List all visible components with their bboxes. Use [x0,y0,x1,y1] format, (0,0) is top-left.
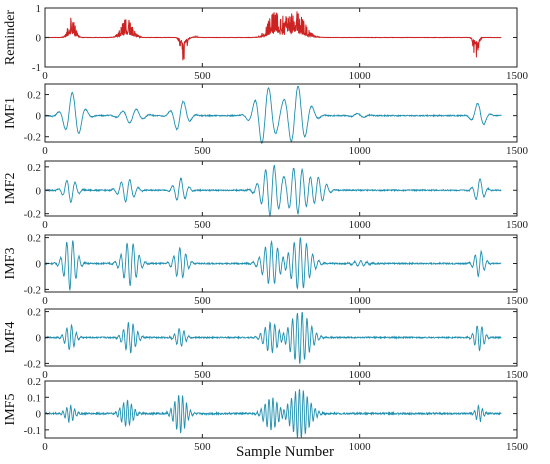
y-tick-label: 0 [36,185,42,197]
y-axis-label: Reminder [3,10,18,66]
y-tick-label: 0.2 [27,162,41,174]
x-tick-label: 500 [194,219,211,231]
y-tick-label: 0 [36,409,42,421]
x-tick-label: 1500 [506,70,529,82]
y-tick-label: -0.2 [24,284,41,296]
x-tick-label: 500 [194,295,211,307]
x-tick-label: 0 [42,70,48,82]
x-tick-label: 1000 [349,145,372,157]
y-tick-label: 0.2 [27,376,41,388]
y-tick-label: -0.2 [24,132,41,144]
plot-frame [44,160,518,217]
y-tick-label: 0 [36,333,42,345]
x-tick-label: 1000 [349,369,372,381]
x-tick-label: 500 [194,145,211,157]
x-tick-label: 1500 [506,369,529,381]
series-line [44,85,502,145]
x-tick-label: 0 [42,295,48,307]
x-tick-label: 1000 [349,441,372,453]
x-tick-label: 1500 [506,145,529,157]
series-line [44,389,502,439]
y-tick-label: 0 [36,111,42,123]
series-line [44,311,502,364]
series-line [44,164,502,218]
y-axis-label: IMF2 [3,173,18,205]
plot-frame [44,380,518,439]
y-tick-label: 0 [36,33,42,45]
y-tick-label: 1 [36,3,42,15]
x-axis-label: Sample Number [236,444,334,460]
x-tick-label: 1000 [349,295,372,307]
y-tick-label: -1 [32,62,41,74]
series-line [44,237,502,292]
y-tick-label: 0.2 [27,90,41,102]
x-tick-label: 500 [194,369,211,381]
y-tick-label: -0.1 [24,425,41,437]
x-tick-label: 0 [42,145,48,157]
y-tick-label: -0.2 [24,209,41,221]
x-tick-label: 1500 [506,219,529,231]
plot-frame [44,83,518,143]
y-tick-label: 0.2 [27,233,41,245]
x-tick-label: 1000 [349,70,372,82]
x-tick-label: 1000 [349,219,372,231]
y-tick-label: -0.2 [24,358,41,370]
x-tick-label: 1500 [506,441,529,453]
y-tick-label: 0.1 [27,392,41,404]
y-axis-label: IMF3 [3,248,18,280]
y-axis-label: IMF1 [3,97,18,129]
x-tick-label: 0 [42,219,48,231]
y-axis-label: IMF4 [3,322,18,354]
x-tick-label: 500 [194,70,211,82]
y-tick-label: 0 [36,259,42,271]
x-tick-label: 500 [194,441,211,453]
x-tick-label: 0 [42,441,48,453]
y-tick-label: 0.2 [27,307,41,319]
series-line [44,11,502,61]
y-axis-label: IMF5 [3,394,18,426]
x-tick-label: 0 [42,369,48,381]
x-tick-label: 1500 [506,295,529,307]
